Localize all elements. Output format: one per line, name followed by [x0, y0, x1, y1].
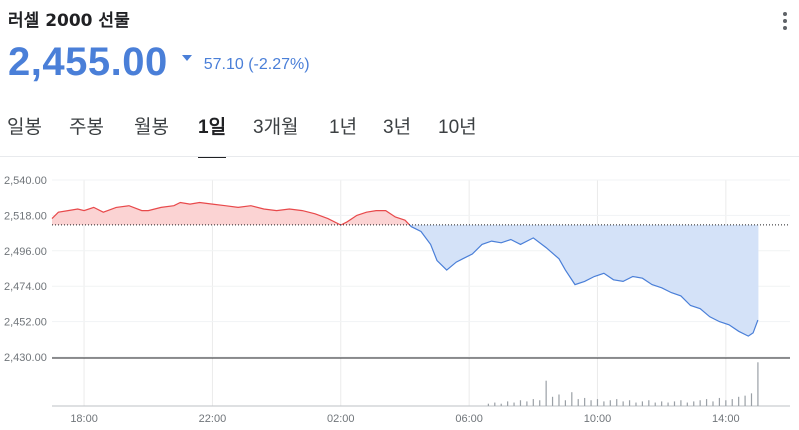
- tab-1-day[interactable]: 1일: [198, 112, 227, 158]
- y-tick-label: 2,452.00: [4, 317, 47, 329]
- tab-3-years[interactable]: 3년: [383, 117, 412, 138]
- instrument-title: 러셀 2000 선물: [8, 11, 130, 31]
- x-tick-label: 18:00: [70, 413, 98, 425]
- y-tick-label: 2,518.00: [4, 210, 47, 222]
- quote-row: 2,455.00 57.10 (-2.27%): [8, 40, 310, 85]
- volume-bar: [526, 401, 528, 406]
- price-line-down: [409, 224, 759, 337]
- volume-bar: [545, 380, 547, 406]
- volume-bar: [661, 401, 663, 406]
- volume-bar: [513, 402, 515, 406]
- y-tick-label: 2,430.00: [4, 352, 47, 364]
- area-above-reference: [52, 202, 341, 225]
- volume-bar: [699, 400, 701, 406]
- volume-bar: [616, 399, 618, 406]
- period-tabs: 일봉 주봉 월봉 1일 3개월 1년 3년 10년: [0, 108, 799, 158]
- volume-bar: [596, 399, 599, 406]
- x-tick-label: 02:00: [327, 413, 355, 425]
- volume-bar: [757, 362, 759, 406]
- volume-bar: [635, 402, 637, 406]
- volume-bar: [750, 393, 753, 406]
- volume-bar: [507, 401, 509, 406]
- triangle-down-icon: [181, 55, 192, 61]
- tab-monthly[interactable]: 월봉: [134, 117, 169, 138]
- volume-bar: [539, 400, 541, 406]
- volume-bar: [731, 399, 733, 406]
- x-tick-label: 22:00: [199, 413, 227, 425]
- volume-bar: [590, 400, 592, 406]
- volume-bar: [673, 401, 676, 406]
- volume-bar: [680, 400, 682, 406]
- tab-10-years[interactable]: 10년: [438, 117, 477, 138]
- price-line-up: [51, 201, 341, 226]
- volume-bar: [667, 402, 669, 406]
- tab-3-months[interactable]: 3개월: [253, 117, 299, 138]
- area-above-reference: [341, 210, 410, 225]
- volume-bar: [577, 399, 579, 406]
- x-tick-label: 14:00: [712, 413, 740, 425]
- volume-bar: [705, 399, 708, 406]
- x-tick-label: 10:00: [584, 413, 612, 425]
- volume-bar: [558, 394, 560, 406]
- volume-bar: [487, 403, 489, 406]
- tab-daily[interactable]: 일봉: [7, 117, 42, 138]
- volume-bar: [654, 402, 656, 406]
- y-tick-label: 2,474.00: [4, 281, 47, 293]
- volume-bar: [738, 396, 740, 406]
- volume-bar: [584, 397, 586, 406]
- volume-bar: [609, 400, 611, 406]
- volume-bar: [712, 401, 714, 406]
- current-price: 2,455.00: [8, 40, 168, 84]
- volume-bar: [571, 392, 573, 406]
- volume-bar: [532, 399, 534, 406]
- x-tick-label: 06:00: [455, 413, 483, 425]
- volume-bar: [718, 397, 721, 406]
- volume-bar: [519, 400, 522, 406]
- tab-weekly[interactable]: 주봉: [69, 117, 104, 138]
- area-below-reference: [409, 224, 758, 337]
- volume-bar: [725, 400, 727, 406]
- price-change: 57.10 (-2.27%): [203, 56, 310, 73]
- volume-bar: [628, 400, 631, 406]
- volume-bar: [686, 402, 688, 406]
- volume-bar: [641, 401, 643, 406]
- y-tick-label: 2,496.00: [4, 246, 47, 258]
- volume-bar: [648, 400, 650, 406]
- y-tick-label: 2,540.00: [4, 175, 47, 187]
- volume-bar: [564, 400, 566, 406]
- volume-bar: [500, 403, 502, 406]
- volume-bar: [693, 401, 695, 406]
- volume-bar: [494, 402, 496, 406]
- price-line-up: [340, 210, 411, 226]
- more-vert-icon[interactable]: [783, 12, 787, 30]
- tab-1-year[interactable]: 1년: [329, 117, 358, 138]
- volume-bar: [744, 395, 746, 406]
- volume-bar: [603, 401, 605, 406]
- volume-bar: [622, 401, 624, 406]
- tab-divider: [0, 156, 799, 157]
- volume-bar: [551, 396, 554, 406]
